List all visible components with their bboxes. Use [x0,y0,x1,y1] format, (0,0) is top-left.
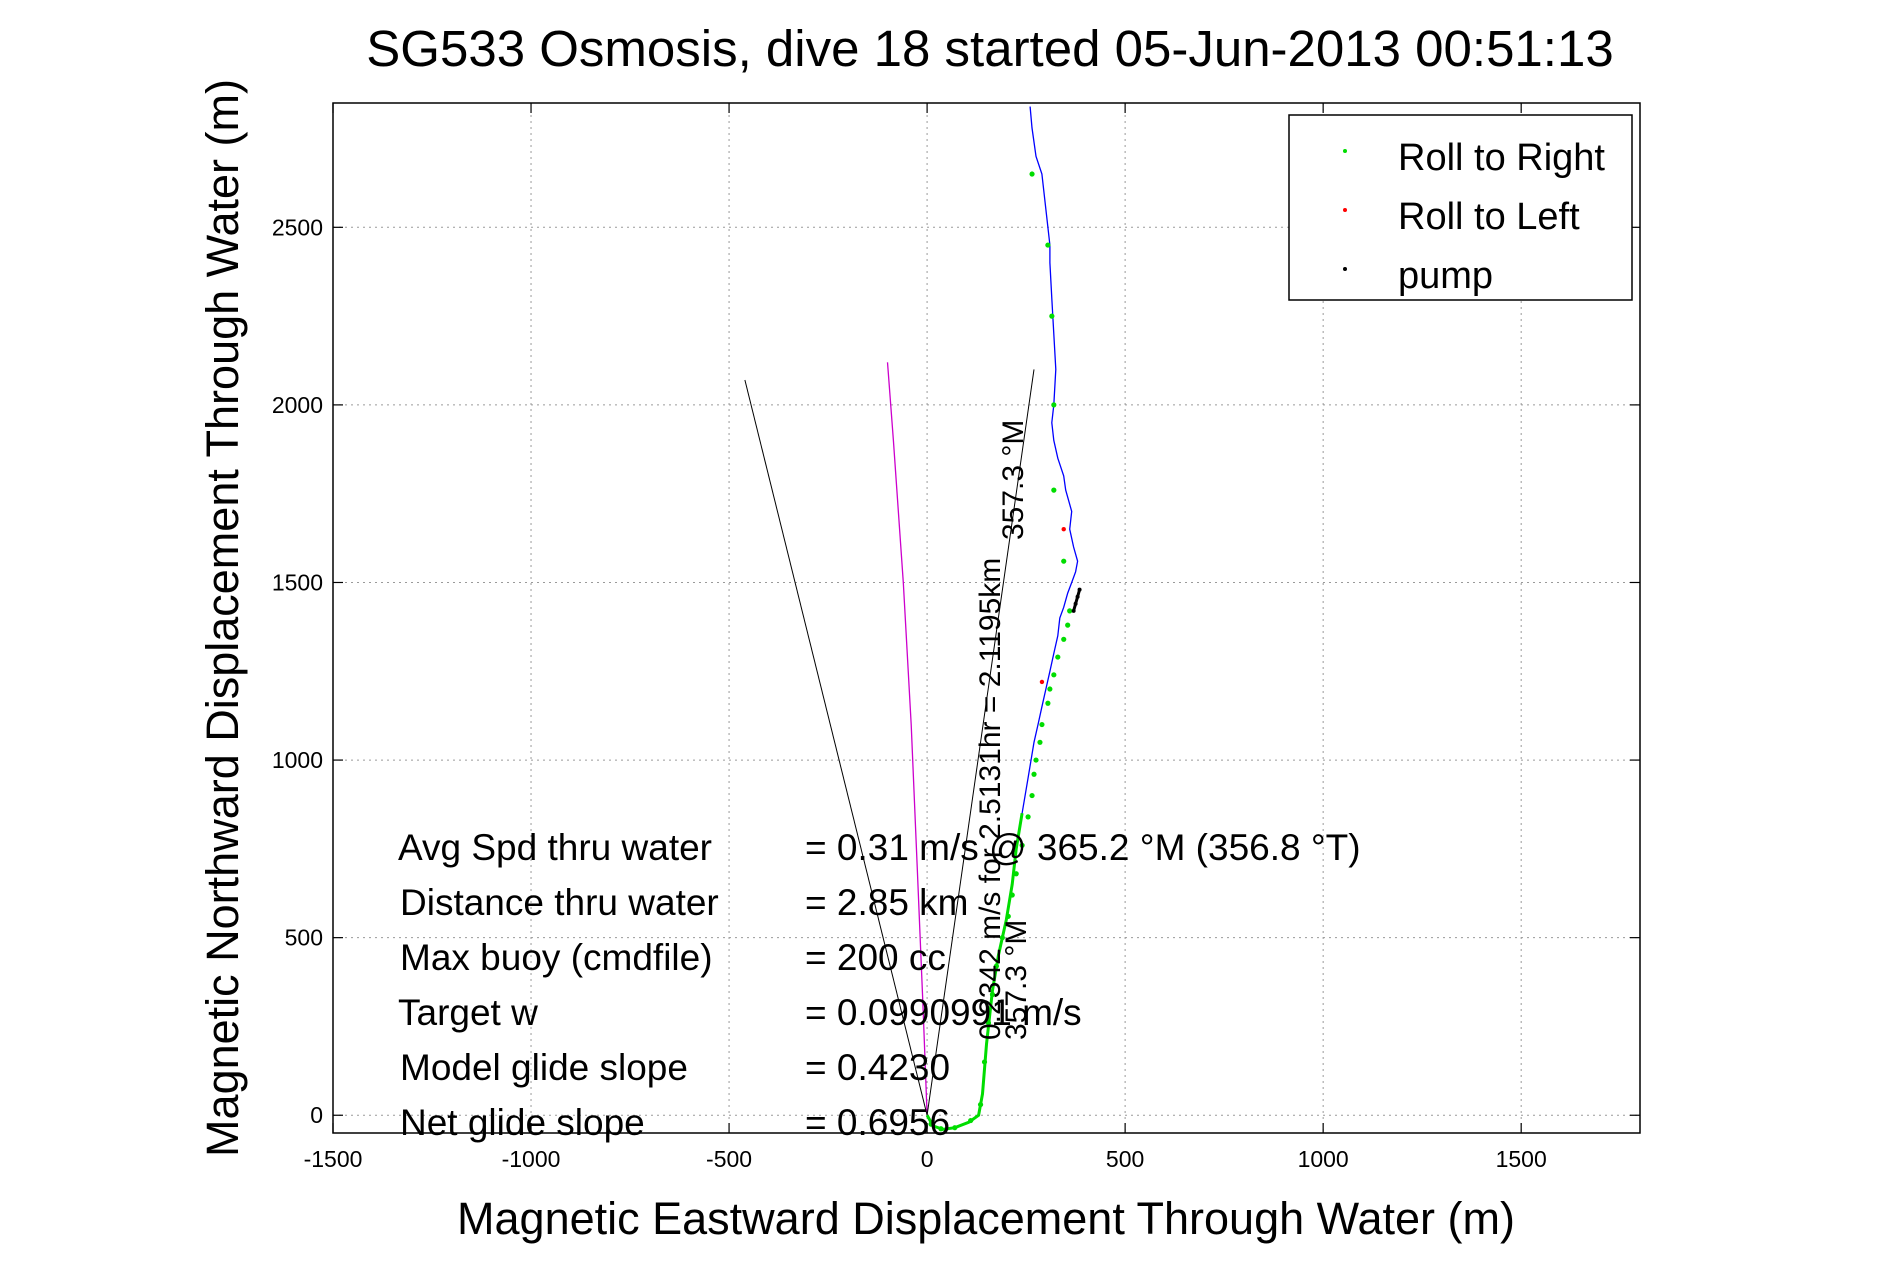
stat-label-target-w: Target w [398,992,538,1033]
roll-right-point [1033,757,1039,763]
x-tick-label: -1000 [502,1146,561,1172]
series-markers [925,171,1082,1132]
roll-right-point [1051,487,1057,493]
x-tick-label: -500 [706,1146,752,1172]
chart-title: SG533 Osmosis, dive 18 started 05-Jun-20… [366,20,1613,77]
roll-right-point [1051,672,1057,678]
pump-segment [1072,589,1082,612]
y-tick-label: 1000 [272,747,323,773]
roll-right-point [1031,771,1037,777]
roll-right-point [1065,622,1071,628]
series-heading-line [886,362,928,1116]
annotation-heading-upper: 357.3 °M [997,420,1030,540]
roll-right-point [1025,814,1031,820]
legend-label-pump: pump [1398,255,1493,297]
y-axis-label: Magnetic Northward Displacement Through … [197,79,248,1157]
roll-right-point [1061,558,1067,564]
stats-block: Avg Spd thru water Distance thru water M… [398,827,1361,1143]
y-ticks: 0 500 1000 1500 2000 2500 [272,214,1640,1128]
legend: Roll to Right Roll to Left pump [1288,114,1633,301]
legend-label-roll-left: Roll to Left [1398,196,1580,238]
roll-right-point [1045,700,1051,706]
roll-right-point [1045,242,1051,248]
pump-point [1075,594,1080,599]
y-tick-label: 0 [310,1102,323,1128]
roll-right-point [1047,686,1053,692]
stat-label-avg-speed: Avg Spd thru water [398,827,712,868]
stat-value-avg-speed: = 0.31 m/s @ 365.2 °M (356.8 °T) [805,827,1361,868]
stat-label-net-glide: Net glide slope [400,1102,645,1143]
x-axis-label: Magnetic Eastward Displacement Through W… [457,1193,1515,1244]
annotation-heading-speed: 0.2342 m/s for 2.5131hr = 2.1195km [974,558,1007,1040]
roll-right-point [1049,313,1055,319]
x-tick-label: 500 [1106,1146,1144,1172]
roll-left-point [1061,527,1066,532]
stat-label-max-buoy: Max buoy (cmdfile) [400,937,713,978]
roll-right-point [1055,654,1061,660]
pump-point [1073,601,1078,606]
stat-value-distance: = 2.85 km [805,882,969,923]
plot-frame [332,102,1641,1134]
series-cone-left [744,379,928,1116]
legend-marker-roll-left [1343,208,1347,212]
legend-marker-pump [1343,267,1347,271]
pump-point [1071,608,1076,613]
x-tick-label: -1500 [304,1146,363,1172]
legend-label-roll-right: Roll to Right [1398,137,1605,179]
annotation-heading-lower: 357.3 °M [1000,920,1033,1040]
roll-right-point [1029,792,1035,799]
roll-right-dense-segment [925,813,1024,1131]
roll-left-point [1039,679,1045,685]
y-tick-label: 500 [285,925,323,951]
legend-marker-roll-right [1343,149,1347,153]
x-ticks: -1500 -1000 -500 0 500 1000 1500 [304,103,1547,1172]
x-tick-label: 1000 [1298,1146,1349,1172]
stat-label-distance: Distance thru water [400,882,719,923]
roll-right-point [1019,842,1025,848]
pump-point [1077,587,1082,592]
y-tick-label: 2000 [272,392,323,418]
stat-value-model-glide: = 0.4230 [805,1047,950,1088]
stat-value-net-glide: = 0.6956 [805,1102,950,1143]
roll-right-point [1037,739,1043,745]
stat-value-max-buoy: = 200 cc [805,937,946,978]
stat-label-model-glide: Model glide slope [400,1047,688,1088]
y-tick-label: 1500 [272,569,323,595]
y-tick-label: 2500 [272,214,323,240]
x-tick-label: 0 [921,1146,934,1172]
stat-value-target-w: = 0.0990991 m/s [805,992,1082,1033]
roll-right-point [1051,402,1057,408]
x-tick-label: 1500 [1496,1146,1547,1172]
roll-right-point [1039,721,1045,728]
roll-right-point [1029,171,1035,177]
roll-right-point [1067,608,1073,614]
series-cone-right [926,369,1035,1116]
roll-right-point [1061,636,1067,642]
